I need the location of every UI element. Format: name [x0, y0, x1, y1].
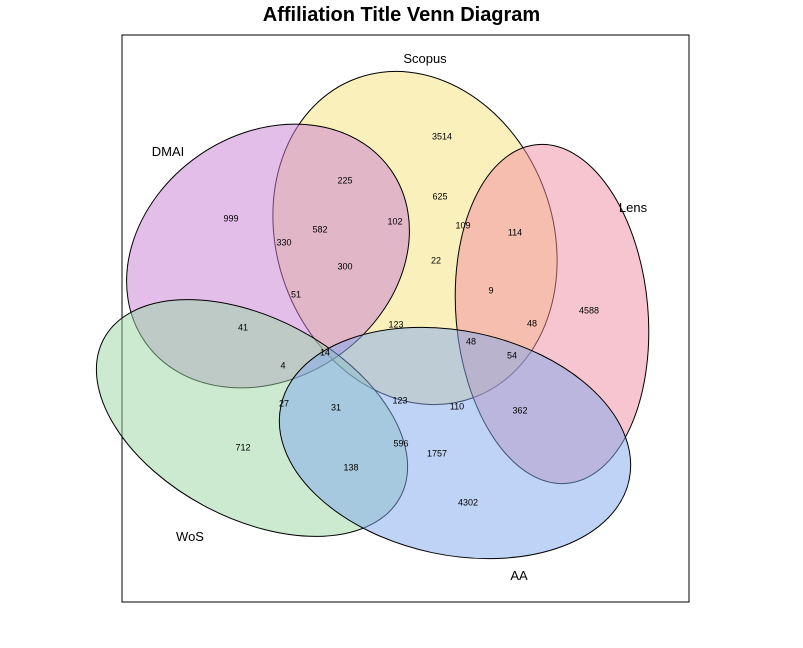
region-count: 138	[343, 462, 358, 472]
region-count: 27	[279, 398, 289, 408]
region-count: 4588	[579, 305, 599, 315]
region-count: 41	[238, 322, 248, 332]
set-labels: Scopus DMAI Lens WoS AA	[152, 51, 648, 583]
region-count: 625	[432, 191, 447, 201]
region-count: 102	[387, 216, 402, 226]
region-count: 712	[235, 442, 250, 452]
region-count: 123	[388, 319, 403, 329]
region-count: 1757	[427, 448, 447, 458]
set-label-scopus: Scopus	[403, 51, 447, 66]
region-count: 9	[488, 285, 493, 295]
region-count: 110	[450, 401, 464, 411]
region-count: 48	[527, 318, 537, 328]
set-ellipses	[95, 70, 650, 560]
region-count: 31	[331, 402, 341, 412]
region-count: 3514	[432, 131, 452, 141]
region-counts: 3514 999 4588 712 4302 225 582 330 625 102 109 114 3…	[223, 131, 599, 507]
region-count: 4302	[458, 497, 478, 507]
region-count: 999	[223, 213, 238, 223]
set-ellipse-aa	[278, 326, 632, 560]
region-count: 582	[312, 224, 327, 234]
region-count: 109	[455, 220, 470, 230]
region-count: 123	[392, 395, 407, 405]
region-count: 596	[393, 438, 408, 448]
region-count: 51	[291, 289, 301, 299]
region-count: 4	[280, 360, 285, 370]
region-count: 330	[276, 237, 291, 247]
region-count: 114	[508, 227, 522, 237]
region-count: 362	[512, 405, 527, 415]
set-label-lens: Lens	[619, 200, 648, 215]
diagram-title: Affiliation Title Venn Diagram	[262, 4, 541, 26]
region-count: 48	[466, 336, 476, 346]
region-count: 14	[320, 347, 330, 357]
set-label-dmai: DMAI	[152, 144, 185, 159]
region-count: 54	[507, 350, 517, 360]
set-label-wos: WoS	[176, 529, 204, 544]
region-count: 22	[431, 255, 441, 265]
set-label-aa: AA	[510, 568, 528, 583]
region-count: 300	[337, 261, 352, 271]
region-count: 225	[337, 175, 352, 185]
